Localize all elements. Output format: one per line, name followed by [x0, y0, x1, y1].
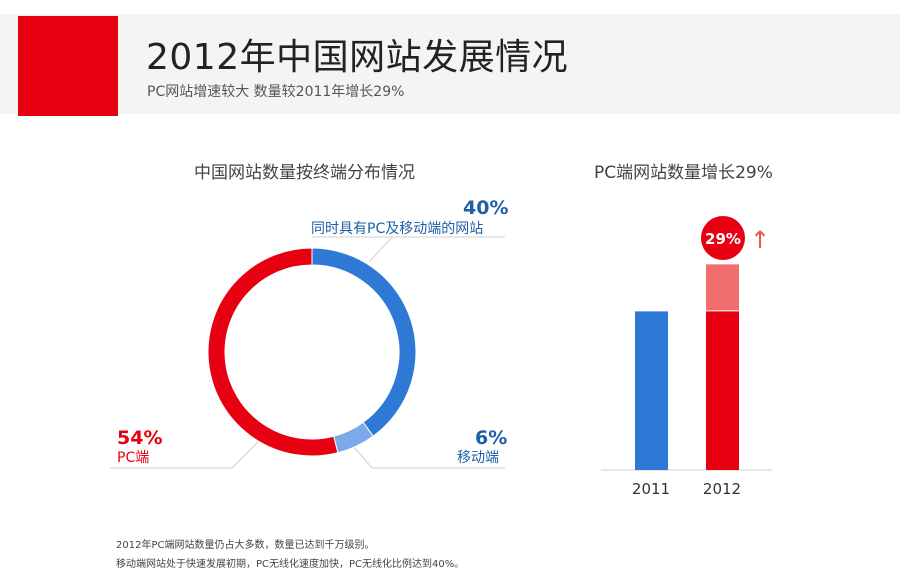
slice-label-both-percent: 40%	[463, 197, 509, 219]
footnote-line: 2012年PC端网站数量仍占大多数，数量已达到千万级别。	[116, 540, 375, 551]
page-title: 2012年中国网站发展情况	[146, 37, 569, 78]
donut-chart-title: 中国网站数量按终端分布情况	[194, 163, 415, 183]
bar-2011	[635, 311, 668, 470]
bar-category-label-2012: 2012	[703, 480, 741, 498]
slice-label-pc-percent: 54%	[117, 427, 163, 449]
bar-2012-growth	[706, 264, 739, 311]
brand-red-block	[18, 16, 118, 116]
bar-2012-base	[706, 311, 739, 470]
footnote-line: 移动端网站处于快速发展初期，PC无线化速度加快，PC无线化比例达到40%。	[116, 559, 465, 570]
donut-slice-both	[311, 247, 417, 437]
leader-line-pc-diagonal	[231, 441, 259, 469]
bar-category-label-2011: 2011	[632, 480, 670, 498]
donut-chart	[207, 247, 417, 457]
page-subtitle: PC网站增速较大 数量较2011年增长29%	[147, 84, 405, 100]
growth-badge-label: 29%	[705, 230, 741, 248]
donut-slice-pc	[207, 247, 339, 457]
slice-label-both-name: 同时具有PC及移动端的网站	[311, 221, 484, 237]
leader-line-mobile-diagonal	[353, 446, 373, 469]
slice-label-mobile-percent: 6%	[475, 427, 508, 449]
slice-label-pc-name: PC端	[117, 450, 150, 466]
growth-badge	[701, 216, 745, 260]
slice-label-mobile-name: 移动端	[457, 450, 499, 466]
bar-chart	[635, 264, 739, 470]
header-band	[0, 14, 900, 114]
leader-line-both-diagonal	[368, 236, 393, 263]
growth-arrow-icon: ↑	[750, 226, 770, 254]
bar-chart-title: PC端网站数量增长29%	[594, 163, 773, 183]
